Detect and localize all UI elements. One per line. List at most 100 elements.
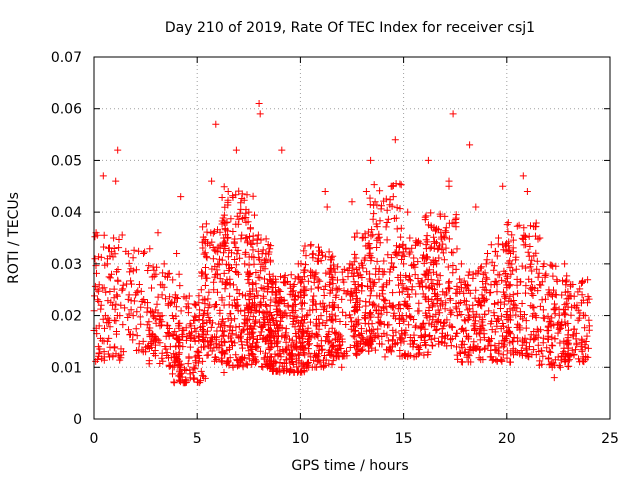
data-point — [324, 338, 332, 346]
data-point — [421, 293, 429, 301]
data-point — [545, 286, 553, 294]
data-point — [424, 351, 432, 359]
data-point — [280, 348, 288, 356]
data-point — [137, 303, 145, 311]
data-point — [228, 301, 236, 309]
data-point — [221, 285, 229, 293]
data-point — [256, 332, 264, 339]
data-point — [175, 270, 183, 278]
data-point — [401, 297, 409, 305]
data-point — [434, 316, 442, 324]
data-point — [582, 338, 590, 345]
data-point — [125, 259, 133, 267]
data-point — [202, 270, 209, 278]
data-point — [437, 235, 445, 243]
data-point — [420, 259, 428, 267]
data-point — [338, 295, 346, 303]
data-point — [539, 306, 547, 314]
data-point — [179, 343, 187, 351]
data-point — [446, 321, 454, 329]
data-point — [177, 360, 185, 368]
data-point — [532, 351, 540, 359]
data-point — [537, 326, 545, 334]
data-point — [301, 291, 308, 299]
data-point — [424, 253, 431, 261]
data-point — [249, 328, 257, 336]
data-point — [437, 229, 445, 237]
data-point — [264, 333, 272, 341]
y-tick-label: 0.06 — [51, 102, 82, 118]
data-point — [272, 291, 280, 299]
data-point — [356, 297, 364, 305]
data-point — [398, 327, 406, 335]
data-point — [351, 285, 359, 293]
data-point — [199, 223, 207, 231]
data-point — [233, 286, 241, 294]
data-point — [174, 295, 181, 302]
data-point — [381, 297, 389, 305]
data-point — [232, 220, 240, 228]
data-point — [329, 261, 337, 269]
data-point — [551, 310, 559, 318]
data-point — [245, 271, 253, 279]
data-point — [396, 352, 404, 360]
data-point — [493, 322, 501, 330]
data-point — [218, 296, 226, 304]
data-point — [300, 349, 308, 357]
data-point — [484, 250, 491, 257]
data-point — [442, 299, 450, 307]
data-point — [141, 248, 149, 256]
data-point — [237, 332, 244, 340]
data-points — [90, 100, 593, 387]
data-point — [282, 338, 290, 346]
data-point — [141, 299, 149, 306]
data-point — [150, 350, 158, 357]
data-point — [384, 337, 392, 345]
data-point — [158, 321, 165, 329]
data-point — [514, 320, 522, 328]
data-point — [338, 338, 346, 346]
data-point — [233, 212, 241, 220]
data-point — [469, 301, 477, 309]
data-point — [464, 358, 472, 366]
data-point — [261, 337, 269, 345]
data-point — [212, 247, 220, 255]
data-point — [397, 181, 405, 189]
data-point — [369, 326, 377, 334]
data-point — [223, 276, 231, 284]
data-point — [164, 322, 172, 330]
data-point — [114, 266, 122, 273]
data-point — [448, 308, 456, 316]
data-point — [460, 289, 468, 297]
data-point — [542, 270, 550, 278]
data-point — [457, 299, 465, 306]
data-point — [284, 301, 292, 309]
data-point — [238, 215, 246, 222]
data-point — [514, 289, 522, 297]
x-tick-label: 20 — [498, 431, 516, 447]
data-point — [154, 293, 162, 301]
data-point — [224, 315, 232, 323]
data-point — [506, 358, 514, 366]
data-point — [543, 327, 551, 335]
data-point — [539, 314, 547, 322]
data-point — [435, 254, 443, 262]
data-point — [199, 244, 207, 252]
data-point — [277, 317, 285, 325]
data-point — [490, 266, 498, 274]
data-point — [221, 225, 229, 233]
data-point — [574, 306, 582, 314]
data-point — [408, 286, 416, 294]
data-point — [232, 323, 240, 331]
data-point — [133, 308, 141, 316]
data-point — [569, 331, 577, 339]
data-point — [358, 234, 366, 242]
data-point — [119, 321, 127, 329]
data-point — [438, 246, 446, 254]
data-point — [321, 352, 328, 359]
data-point — [316, 277, 324, 285]
data-point — [315, 343, 323, 351]
data-point — [305, 363, 313, 371]
data-point — [195, 292, 203, 300]
data-point — [355, 331, 363, 339]
